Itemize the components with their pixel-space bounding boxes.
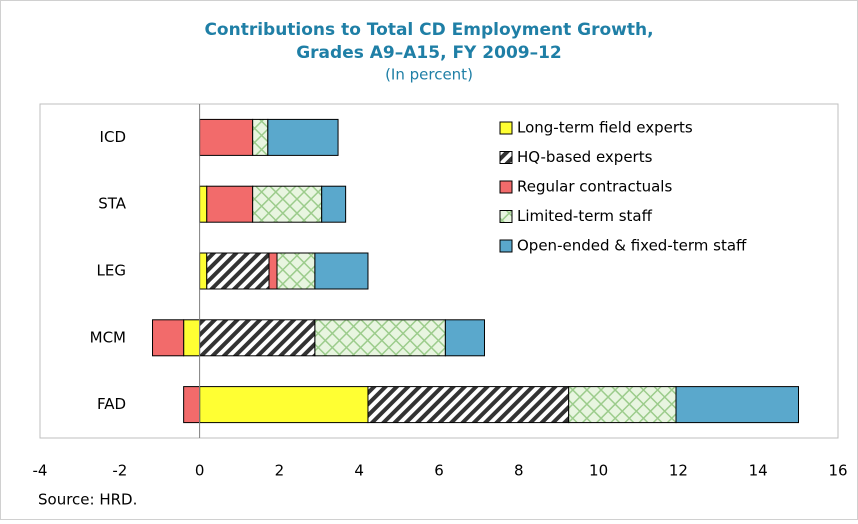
chart-title-line2: Grades A9–A15, FY 2009–12 (296, 43, 562, 63)
x-tick-label: 2 (275, 462, 285, 480)
y-tick-label: MCM (90, 328, 126, 346)
legend-label: Regular contractuals (517, 178, 672, 196)
bar-segment (152, 319, 185, 357)
bar-segment (276, 252, 316, 290)
y-tick-label: FAD (97, 395, 126, 413)
chart-title: Contributions to Total CD Employment Gro… (204, 20, 653, 40)
bar-segment (314, 319, 446, 357)
x-tick-label: 14 (749, 462, 768, 480)
x-tick-label: 8 (514, 462, 524, 480)
y-tick-label: STA (98, 195, 127, 213)
bar-segment (206, 185, 254, 223)
x-tick-label: 6 (434, 462, 444, 480)
bar-segment (444, 319, 485, 357)
bar-segment (183, 319, 201, 357)
legend-label: Long-term field experts (517, 119, 693, 137)
x-tick-label: 12 (669, 462, 688, 480)
x-tick-label: 0 (195, 462, 205, 480)
bar-segment (675, 386, 799, 424)
x-tick-label: 16 (828, 462, 847, 480)
x-tick-label: 4 (354, 462, 364, 480)
bar-segment (199, 252, 208, 290)
bar-segment (367, 386, 570, 424)
legend-swatch (499, 239, 513, 253)
bar-segment (199, 185, 208, 223)
legend-label: Open-ended & fixed-term staff (517, 237, 747, 255)
plot-frame (39, 103, 839, 439)
bar-segment (183, 386, 201, 424)
y-tick-label: ICD (100, 128, 126, 146)
x-tick-label: 10 (589, 462, 608, 480)
bar-segment (206, 252, 270, 290)
x-tick-label: -4 (33, 462, 48, 480)
bar-segment (267, 118, 339, 156)
legend-swatch (499, 180, 513, 194)
x-tick-label: -2 (112, 462, 127, 480)
bar-segment (321, 185, 347, 223)
bar-segment (252, 185, 323, 223)
source-note: Source: HRD. (38, 491, 137, 509)
bar-segment (199, 386, 369, 424)
legend-swatch (499, 121, 513, 135)
legend-label: HQ-based experts (517, 148, 653, 166)
bar-segment (268, 252, 278, 290)
bar-segment (314, 252, 369, 290)
legend-label: Limited-term staff (517, 207, 653, 225)
bar-segment (199, 118, 254, 156)
chart-subtitle: (In percent) (385, 66, 473, 84)
bar-segment (568, 386, 677, 424)
y-tick-label: LEG (97, 262, 126, 280)
bar-segment (252, 118, 269, 156)
bar-segment (199, 319, 316, 357)
legend-swatch (499, 210, 513, 223)
legend-swatch (499, 151, 513, 164)
